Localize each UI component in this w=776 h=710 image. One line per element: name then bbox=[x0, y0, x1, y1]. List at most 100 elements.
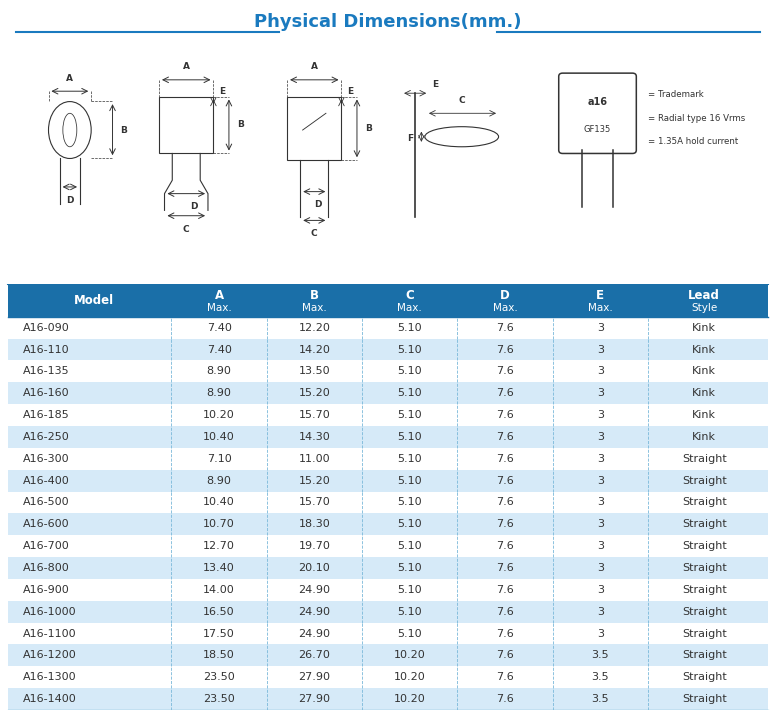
Text: 10.40: 10.40 bbox=[203, 432, 235, 442]
Bar bbox=[8, 688, 768, 710]
Bar bbox=[8, 382, 768, 404]
Text: 7.40: 7.40 bbox=[206, 322, 231, 333]
Text: 19.70: 19.70 bbox=[299, 541, 331, 551]
Text: 8.90: 8.90 bbox=[206, 366, 231, 376]
Text: A16-1300: A16-1300 bbox=[23, 672, 77, 682]
Text: 5.10: 5.10 bbox=[397, 628, 422, 638]
Text: Max.: Max. bbox=[302, 302, 327, 312]
Text: 13.40: 13.40 bbox=[203, 563, 235, 573]
Text: Kink: Kink bbox=[692, 432, 716, 442]
Text: 3: 3 bbox=[597, 628, 604, 638]
Text: 5.10: 5.10 bbox=[397, 498, 422, 508]
Text: 3: 3 bbox=[597, 563, 604, 573]
Text: 3: 3 bbox=[597, 454, 604, 464]
Text: A16-110: A16-110 bbox=[23, 344, 70, 354]
Text: 3: 3 bbox=[597, 344, 604, 354]
Text: Straight: Straight bbox=[682, 650, 726, 660]
Text: 5.10: 5.10 bbox=[397, 388, 422, 398]
Text: 5.10: 5.10 bbox=[397, 563, 422, 573]
Text: Straight: Straight bbox=[682, 498, 726, 508]
Text: 27.90: 27.90 bbox=[298, 694, 331, 704]
Text: Style: Style bbox=[691, 302, 717, 312]
Text: C: C bbox=[405, 289, 414, 302]
Text: Kink: Kink bbox=[692, 366, 716, 376]
Text: 24.90: 24.90 bbox=[298, 628, 331, 638]
Text: B: B bbox=[120, 126, 127, 134]
Text: 10.40: 10.40 bbox=[203, 498, 235, 508]
Text: 26.70: 26.70 bbox=[299, 650, 331, 660]
Text: 18.50: 18.50 bbox=[203, 650, 235, 660]
Text: Max.: Max. bbox=[397, 302, 422, 312]
Text: 10.70: 10.70 bbox=[203, 519, 235, 530]
Text: 3: 3 bbox=[597, 410, 604, 420]
Text: A16-1000: A16-1000 bbox=[23, 606, 77, 617]
Text: 3: 3 bbox=[597, 541, 604, 551]
Text: 23.50: 23.50 bbox=[203, 694, 235, 704]
Text: B: B bbox=[365, 124, 372, 133]
Text: A: A bbox=[182, 62, 190, 71]
Text: 7.6: 7.6 bbox=[496, 344, 514, 354]
Text: = 1.35A hold current: = 1.35A hold current bbox=[648, 137, 738, 146]
Text: A16-300: A16-300 bbox=[23, 454, 70, 464]
Text: A16-160: A16-160 bbox=[23, 388, 70, 398]
Text: A16-800: A16-800 bbox=[23, 563, 70, 573]
Text: 12.20: 12.20 bbox=[299, 322, 331, 333]
Text: 7.6: 7.6 bbox=[496, 410, 514, 420]
Text: Straight: Straight bbox=[682, 628, 726, 638]
Text: C: C bbox=[183, 225, 189, 234]
Text: A: A bbox=[66, 74, 74, 83]
Text: 3.5: 3.5 bbox=[591, 672, 609, 682]
Text: 3: 3 bbox=[597, 476, 604, 486]
Text: C: C bbox=[459, 97, 465, 105]
Text: D: D bbox=[314, 200, 322, 209]
Text: 5.10: 5.10 bbox=[397, 432, 422, 442]
Text: E: E bbox=[596, 289, 605, 302]
Bar bbox=[159, 97, 213, 153]
Text: A: A bbox=[310, 62, 318, 71]
Text: Straight: Straight bbox=[682, 585, 726, 595]
Bar bbox=[8, 666, 768, 688]
Text: 3.5: 3.5 bbox=[591, 694, 609, 704]
Text: 3: 3 bbox=[597, 432, 604, 442]
Text: 5.10: 5.10 bbox=[397, 606, 422, 617]
Text: 7.6: 7.6 bbox=[496, 585, 514, 595]
Text: 7.6: 7.6 bbox=[496, 563, 514, 573]
Text: Max.: Max. bbox=[206, 302, 231, 312]
Text: Straight: Straight bbox=[682, 541, 726, 551]
Text: 7.6: 7.6 bbox=[496, 694, 514, 704]
Text: 5.10: 5.10 bbox=[397, 476, 422, 486]
Bar bbox=[8, 645, 768, 666]
Text: Max.: Max. bbox=[493, 302, 518, 312]
Text: 11.00: 11.00 bbox=[299, 454, 330, 464]
Bar bbox=[8, 448, 768, 470]
Text: 7.6: 7.6 bbox=[496, 606, 514, 617]
Text: E: E bbox=[347, 87, 353, 96]
Text: A16-135: A16-135 bbox=[23, 366, 70, 376]
Text: 7.6: 7.6 bbox=[496, 432, 514, 442]
Text: GF135: GF135 bbox=[584, 125, 611, 134]
Text: 10.20: 10.20 bbox=[393, 650, 425, 660]
Bar bbox=[8, 601, 768, 623]
Bar bbox=[8, 623, 768, 645]
Text: C: C bbox=[311, 229, 317, 238]
Text: = Radial type 16 Vrms: = Radial type 16 Vrms bbox=[648, 114, 745, 123]
Text: B: B bbox=[310, 289, 319, 302]
Text: 15.20: 15.20 bbox=[299, 476, 331, 486]
Text: D: D bbox=[500, 289, 510, 302]
Text: 3: 3 bbox=[597, 366, 604, 376]
Text: 7.6: 7.6 bbox=[496, 498, 514, 508]
Text: 5.10: 5.10 bbox=[397, 519, 422, 530]
Text: D: D bbox=[190, 202, 198, 212]
Text: Straight: Straight bbox=[682, 672, 726, 682]
Text: 5.10: 5.10 bbox=[397, 322, 422, 333]
Text: Straight: Straight bbox=[682, 563, 726, 573]
Text: A16-700: A16-700 bbox=[23, 541, 70, 551]
Text: A16-900: A16-900 bbox=[23, 585, 70, 595]
Text: 7.6: 7.6 bbox=[496, 366, 514, 376]
Bar bbox=[8, 579, 768, 601]
Text: A16-1200: A16-1200 bbox=[23, 650, 77, 660]
Text: 3: 3 bbox=[597, 498, 604, 508]
Text: 7.6: 7.6 bbox=[496, 322, 514, 333]
Bar bbox=[8, 557, 768, 579]
Text: E: E bbox=[219, 87, 225, 96]
